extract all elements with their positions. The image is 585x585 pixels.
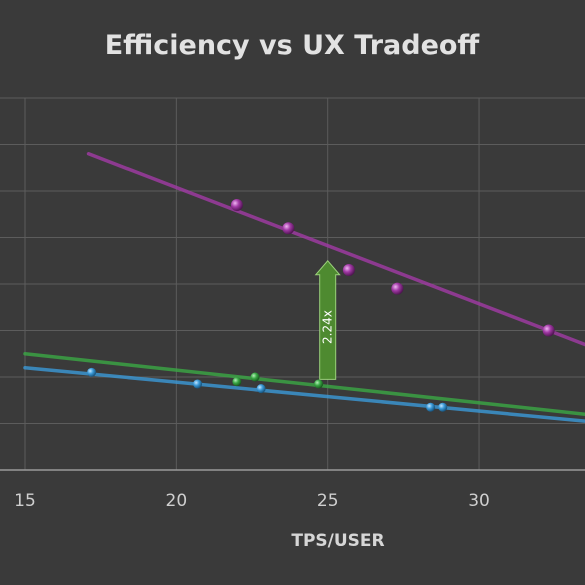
data-point-series-0 xyxy=(391,282,404,295)
x-tick-label: 20 xyxy=(166,491,188,511)
data-point-series-0 xyxy=(282,222,295,235)
x-tick-label: 30 xyxy=(468,491,490,511)
data-point-series-1 xyxy=(232,377,242,387)
data-point-series-0 xyxy=(342,264,355,277)
data-points xyxy=(87,198,555,412)
data-point-series-2 xyxy=(256,384,266,394)
data-point-series-1 xyxy=(314,379,324,389)
ratio-arrow-label: 2.24x xyxy=(321,310,335,344)
x-axis-ticks: 15 20 25 30 xyxy=(14,491,490,511)
trendlines xyxy=(23,152,585,423)
trendline-0 xyxy=(86,152,585,347)
data-point-series-2 xyxy=(426,402,436,412)
data-point-series-2 xyxy=(438,402,448,412)
x-tick-label: 15 xyxy=(14,491,36,511)
x-axis-label: TPS/USER xyxy=(291,531,384,551)
data-point-series-2 xyxy=(193,379,203,389)
data-point-series-1 xyxy=(250,372,260,382)
data-point-series-2 xyxy=(87,367,97,377)
grid xyxy=(0,97,585,471)
chart-title: Efficiency vs UX Tradeoff xyxy=(105,30,481,61)
trendline-1 xyxy=(23,352,585,416)
trendline-2 xyxy=(23,365,585,423)
data-point-series-0 xyxy=(542,324,555,337)
data-point-series-0 xyxy=(230,198,243,211)
x-tick-label: 25 xyxy=(317,491,339,511)
annotation: 2.24x xyxy=(314,259,341,380)
ratio-arrow xyxy=(314,259,341,380)
